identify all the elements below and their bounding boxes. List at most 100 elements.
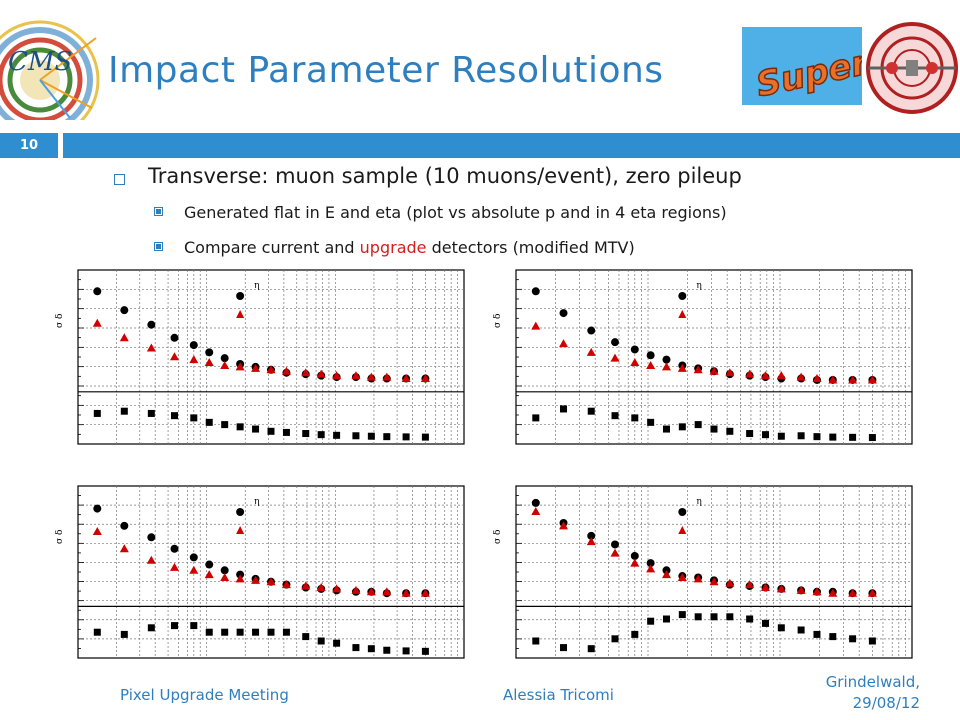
data-point-square xyxy=(710,425,718,433)
data-point-circle xyxy=(646,559,655,568)
data-point-square xyxy=(587,645,595,653)
data-point-square xyxy=(532,414,540,422)
data-point-circle xyxy=(147,320,156,329)
data-point-circle xyxy=(662,355,671,364)
data-point-triangle xyxy=(848,588,858,597)
data-point-triangle xyxy=(867,375,877,384)
data-point-square xyxy=(777,432,785,440)
legend-marker-circle xyxy=(678,292,687,300)
data-point-triangle xyxy=(776,371,786,380)
data-point-triangle xyxy=(630,558,640,567)
data-point-triangle xyxy=(420,588,430,597)
data-point-square xyxy=(746,615,754,623)
footer-author: Alessia Tricomi xyxy=(503,686,614,704)
data-point-circle xyxy=(189,341,198,350)
plot-frame xyxy=(515,269,913,445)
data-point-square xyxy=(120,407,128,415)
bullet-sub-1: Generated flat in E and eta (plot vs abs… xyxy=(184,203,727,222)
data-point-triangle xyxy=(316,369,326,378)
data-point-square xyxy=(421,647,429,655)
data-point-triangle xyxy=(677,363,687,372)
data-point-triangle xyxy=(316,582,326,591)
data-point-square xyxy=(147,409,155,417)
data-point-square xyxy=(631,414,639,422)
data-point-triangle xyxy=(693,365,703,374)
data-point-circle xyxy=(189,553,198,562)
data-point-triangle xyxy=(796,585,806,594)
data-point-circle xyxy=(611,338,619,347)
legend-marker-triangle xyxy=(678,310,687,318)
data-point-triangle xyxy=(586,347,596,356)
data-point-triangle xyxy=(92,318,102,327)
data-point-square xyxy=(252,425,260,433)
data-point-square xyxy=(421,433,429,441)
data-point-square xyxy=(205,418,213,426)
y-axis-label: σ δ xyxy=(55,530,65,544)
legend-label: η xyxy=(696,281,701,291)
data-point-triangle xyxy=(867,588,877,597)
data-point-square xyxy=(829,633,837,641)
data-point-triangle xyxy=(848,375,858,384)
data-point-square xyxy=(797,432,805,440)
data-point-triangle xyxy=(559,339,569,348)
plot-bottom-left: σ δ η xyxy=(55,485,465,659)
data-point-circle xyxy=(587,326,596,335)
data-point-triangle xyxy=(351,585,361,594)
data-point-square xyxy=(662,425,670,433)
data-point-triangle xyxy=(828,375,838,384)
data-point-circle xyxy=(205,560,214,569)
footer-place-date: Grindelwald, 29/08/12 xyxy=(790,672,920,714)
data-point-circle xyxy=(147,533,156,542)
data-point-square xyxy=(829,433,837,441)
data-point-square xyxy=(282,628,290,636)
data-point-triangle xyxy=(420,374,430,383)
data-point-square xyxy=(761,619,769,627)
data-point-triangle xyxy=(725,368,735,377)
data-point-circle xyxy=(220,354,229,363)
data-point-triangle xyxy=(828,588,838,597)
data-point-triangle xyxy=(646,360,656,369)
legend-marker-triangle xyxy=(678,526,687,534)
data-point-circle xyxy=(170,333,179,342)
data-point-square xyxy=(849,433,857,441)
sub-bullet-marker-icon xyxy=(154,207,163,216)
data-point-square xyxy=(560,405,568,413)
footer-meeting: Pixel Upgrade Meeting xyxy=(120,686,289,704)
bullet-sub-2: Compare current and upgrade detectors (m… xyxy=(184,238,635,257)
legend-marker-circle xyxy=(236,292,245,300)
data-point-triangle xyxy=(661,570,671,579)
data-point-square xyxy=(282,428,290,436)
plot-frame xyxy=(77,269,465,445)
data-point-square xyxy=(726,427,734,435)
data-point-square xyxy=(631,630,639,638)
page-title: Impact Parameter Resolutions xyxy=(108,50,664,91)
data-point-triangle xyxy=(281,366,291,375)
data-point-square xyxy=(333,431,341,439)
data-point-square xyxy=(317,637,325,645)
legend-marker-circle xyxy=(236,508,245,516)
data-point-triangle xyxy=(693,574,703,583)
data-point-square xyxy=(352,644,360,652)
data-point-square xyxy=(171,412,178,420)
slide-number: 10 xyxy=(0,133,58,158)
data-point-circle xyxy=(531,287,540,296)
data-point-triangle xyxy=(235,574,245,583)
legend-label: η xyxy=(254,281,259,291)
data-point-square xyxy=(302,633,310,641)
data-point-triangle xyxy=(610,548,620,557)
data-point-circle xyxy=(587,531,596,540)
data-point-square xyxy=(236,423,244,431)
data-point-triangle xyxy=(332,371,342,380)
y-axis-label: σ δ xyxy=(493,314,503,328)
data-point-triangle xyxy=(709,577,719,586)
data-point-triangle xyxy=(401,588,411,597)
legend-marker-triangle xyxy=(236,526,245,534)
data-point-triangle xyxy=(812,587,822,596)
data-point-triangle xyxy=(251,575,261,584)
data-point-square xyxy=(221,628,229,636)
data-point-square xyxy=(694,421,702,429)
data-point-triangle xyxy=(559,521,569,530)
y-axis-label: σ δ xyxy=(55,314,65,328)
data-point-square xyxy=(813,630,821,638)
legend-label: η xyxy=(696,497,701,507)
